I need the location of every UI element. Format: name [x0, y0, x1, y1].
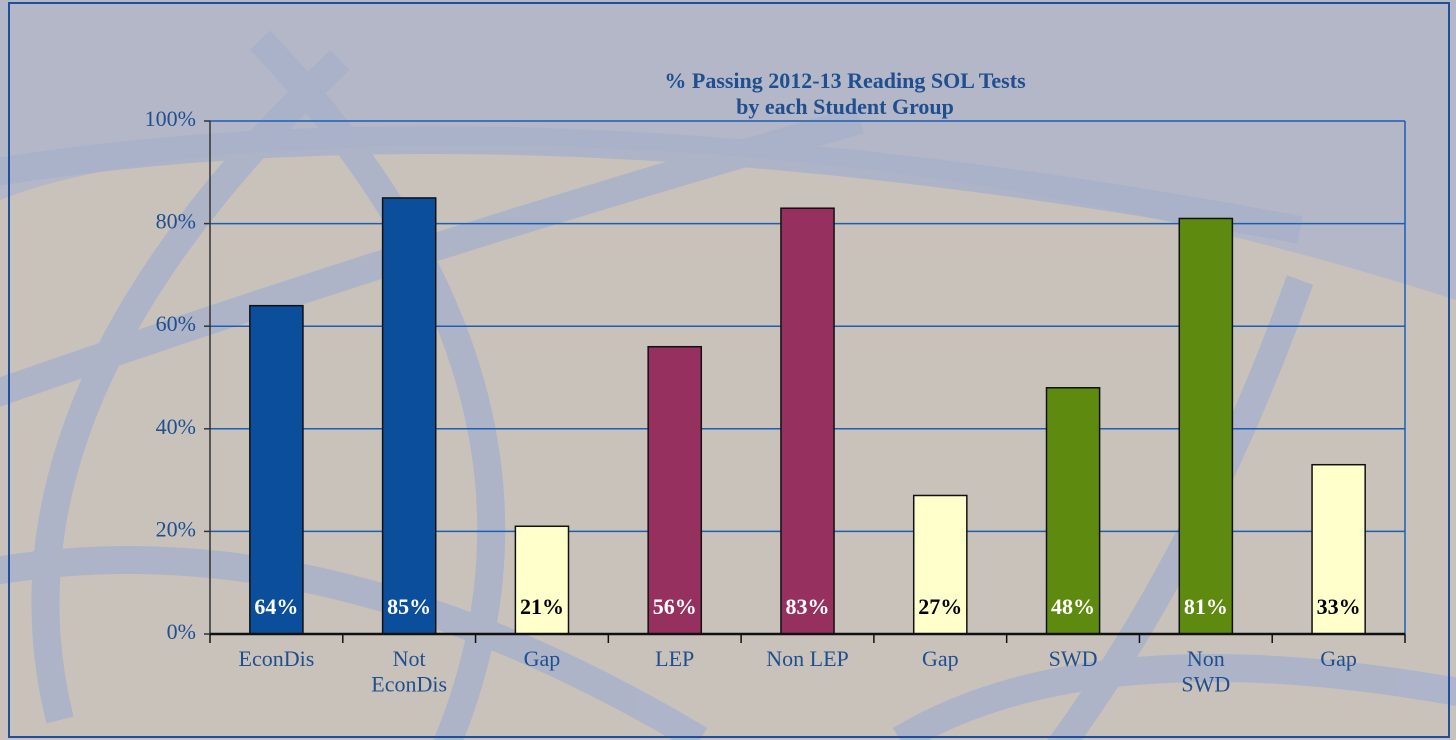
value-label: 81%: [1184, 594, 1228, 619]
value-label: 27%: [918, 594, 962, 619]
bar: [1179, 218, 1232, 634]
y-tick-label: 0%: [167, 619, 196, 644]
y-tick-label: 40%: [156, 414, 196, 439]
y-tick-label: 20%: [156, 516, 196, 541]
value-label: 56%: [653, 594, 697, 619]
x-tick-label: Non LEP: [766, 646, 849, 671]
x-tick-label: SWD: [1049, 646, 1098, 671]
bar: [648, 347, 701, 634]
value-label: 48%: [1051, 594, 1095, 619]
x-tick-label: LEP: [655, 646, 694, 671]
chart: % Passing 2012-13 Reading SOL Tests by e…: [0, 0, 1456, 740]
bar: [383, 198, 436, 634]
page: % Passing 2012-13 Reading SOL Tests by e…: [0, 0, 1456, 740]
x-tick-label: EconDis: [239, 646, 315, 671]
value-label: 21%: [520, 594, 564, 619]
y-tick-label: 100%: [145, 106, 196, 131]
value-label: 85%: [387, 594, 431, 619]
chart-subtitle: by each Student Group: [736, 94, 954, 119]
bar: [781, 208, 834, 634]
chart-title: % Passing 2012-13 Reading SOL Tests: [664, 68, 1026, 93]
y-tick-label: 60%: [156, 311, 196, 336]
y-tick-label: 80%: [156, 209, 196, 234]
value-label: 83%: [786, 594, 830, 619]
bar: [250, 306, 303, 634]
value-label: 33%: [1317, 594, 1361, 619]
value-label: 64%: [254, 594, 298, 619]
x-tick-label: Gap: [922, 646, 959, 671]
x-tick-label: Gap: [1320, 646, 1357, 671]
x-tick-label: Gap: [524, 646, 561, 671]
